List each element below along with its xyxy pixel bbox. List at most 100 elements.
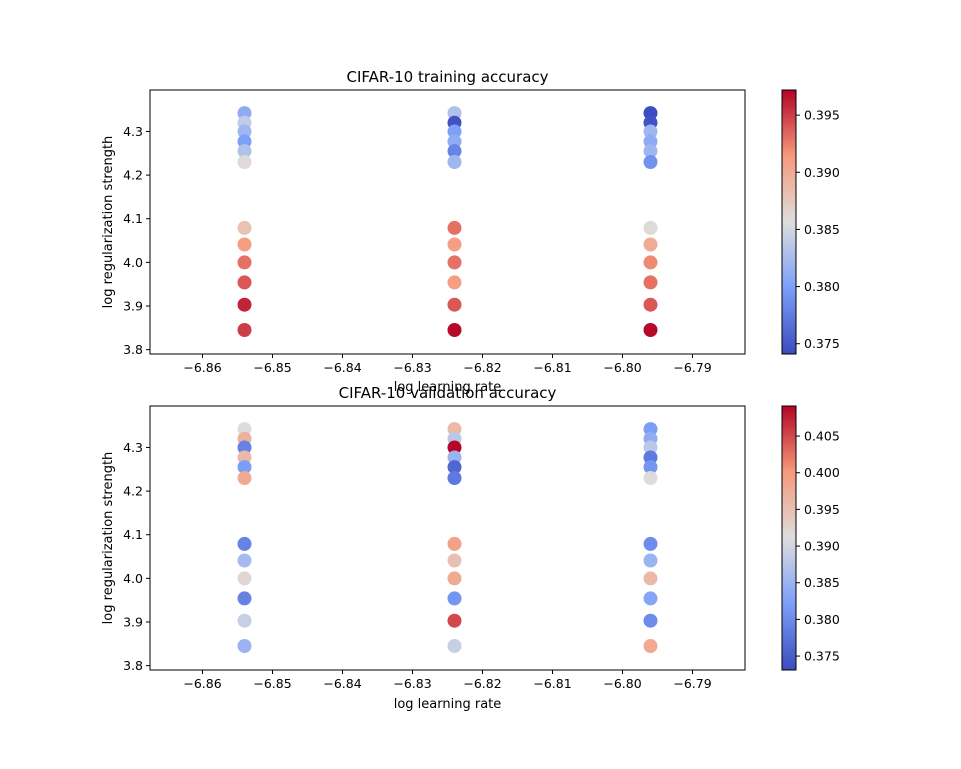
x-axis-ticks: −6.86 −6.85 −6.84 −6.83 −6.82 −6.81 −6.80 −6.79 bbox=[183, 354, 712, 375]
data-point bbox=[447, 553, 462, 568]
x-tick-label: −6.79 bbox=[673, 676, 711, 691]
data-point bbox=[643, 297, 658, 312]
data-point bbox=[447, 613, 462, 628]
data-point bbox=[643, 106, 658, 121]
colorbar: 0.375 0.380 0.385 0.390 0.395 bbox=[781, 89, 840, 355]
data-point bbox=[643, 460, 658, 475]
y-tick-label: 3.8 bbox=[123, 658, 143, 673]
data-point bbox=[643, 639, 658, 653]
colorbar-tick-label: 0.400 bbox=[804, 465, 840, 480]
data-point bbox=[447, 323, 462, 337]
y-axis-label: log regularization strength bbox=[101, 452, 116, 625]
data-point bbox=[643, 536, 658, 551]
data-point bbox=[237, 536, 252, 551]
x-tick-label: −6.80 bbox=[603, 360, 641, 375]
x-tick-label: −6.80 bbox=[603, 676, 641, 691]
colorbar-ticks: 0.375 0.380 0.385 0.390 0.395 0.400 0.405 bbox=[796, 429, 840, 664]
colorbar-tick-label: 0.390 bbox=[804, 165, 840, 180]
chart-title: CIFAR-10 validation accuracy bbox=[339, 384, 557, 402]
axes-frame bbox=[149, 89, 746, 355]
x-tick-label: −6.86 bbox=[183, 676, 221, 691]
data-point bbox=[447, 639, 462, 653]
y-axis-ticks: 3.8 3.9 4.0 4.1 4.2 4.3 bbox=[123, 124, 150, 357]
data-point bbox=[237, 553, 252, 568]
colorbar-tick-label: 0.380 bbox=[804, 612, 840, 627]
data-point bbox=[447, 275, 462, 290]
colorbar-tick-label: 0.375 bbox=[804, 336, 840, 351]
data-point bbox=[447, 460, 462, 475]
data-point bbox=[447, 297, 462, 312]
data-point bbox=[237, 237, 252, 252]
data-point bbox=[643, 571, 658, 586]
data-point bbox=[447, 124, 462, 139]
data-point bbox=[237, 450, 252, 465]
colorbar-ticks: 0.375 0.380 0.385 0.390 0.395 bbox=[796, 108, 840, 351]
colorbar-tick-label: 0.390 bbox=[804, 539, 840, 554]
x-tick-label: −6.82 bbox=[463, 360, 501, 375]
data-point bbox=[643, 323, 658, 337]
data-point bbox=[447, 471, 462, 485]
data-point bbox=[643, 450, 658, 465]
y-tick-label: 4.0 bbox=[123, 255, 143, 270]
colorbar-tick-label: 0.380 bbox=[804, 279, 840, 294]
axes-frame bbox=[149, 405, 746, 671]
colorbar-tick-label: 0.385 bbox=[804, 575, 840, 590]
data-point bbox=[643, 155, 658, 169]
data-point bbox=[447, 536, 462, 551]
data-point bbox=[643, 124, 658, 139]
data-point bbox=[447, 237, 462, 252]
x-axis-ticks: −6.86 −6.85 −6.84 −6.83 −6.82 −6.81 −6.80 −6.79 bbox=[183, 670, 712, 691]
data-point bbox=[237, 571, 252, 586]
y-tick-label: 4.2 bbox=[123, 484, 143, 499]
data-point bbox=[237, 460, 252, 475]
data-point bbox=[447, 220, 462, 235]
data-point bbox=[447, 571, 462, 586]
colorbar-tick-label: 0.385 bbox=[804, 222, 840, 237]
data-point bbox=[447, 255, 462, 270]
data-point bbox=[447, 106, 462, 121]
plot-area bbox=[237, 106, 658, 337]
data-point bbox=[237, 471, 252, 485]
data-point bbox=[643, 237, 658, 252]
data-point bbox=[237, 297, 252, 312]
data-point bbox=[643, 440, 658, 455]
x-axis-label: log learning rate bbox=[394, 697, 502, 712]
x-tick-label: −6.83 bbox=[393, 360, 431, 375]
y-tick-label: 4.1 bbox=[123, 527, 143, 542]
data-point bbox=[237, 220, 252, 235]
data-point bbox=[237, 639, 252, 653]
y-tick-label: 3.9 bbox=[123, 299, 143, 314]
x-tick-label: −6.81 bbox=[533, 676, 571, 691]
data-point bbox=[237, 323, 252, 337]
data-point bbox=[447, 591, 462, 606]
data-point bbox=[237, 440, 252, 455]
y-tick-label: 4.1 bbox=[123, 211, 143, 226]
x-axis-label: log learning rate bbox=[394, 380, 502, 395]
colorbar-gradient bbox=[781, 405, 797, 671]
data-point bbox=[447, 134, 462, 149]
x-tick-label: −6.86 bbox=[183, 360, 221, 375]
colorbar-tick-label: 0.375 bbox=[804, 649, 840, 664]
data-point bbox=[643, 591, 658, 606]
y-axis-label: log regularization strength bbox=[101, 136, 116, 309]
data-point bbox=[237, 255, 252, 270]
data-point bbox=[643, 422, 658, 437]
x-tick-label: −6.82 bbox=[463, 676, 501, 691]
y-tick-label: 4.3 bbox=[123, 440, 143, 455]
data-point bbox=[643, 255, 658, 270]
data-point bbox=[643, 220, 658, 235]
y-tick-label: 4.0 bbox=[123, 571, 143, 586]
colorbar-gradient bbox=[781, 89, 797, 355]
chart-title: CIFAR-10 training accuracy bbox=[346, 68, 548, 86]
x-tick-label: −6.79 bbox=[673, 360, 711, 375]
data-point bbox=[237, 422, 252, 437]
plot-area bbox=[237, 422, 658, 653]
data-point bbox=[447, 440, 462, 455]
data-point bbox=[237, 124, 252, 139]
x-tick-label: −6.84 bbox=[323, 676, 361, 691]
y-tick-label: 4.2 bbox=[123, 168, 143, 183]
data-point bbox=[237, 155, 252, 169]
data-point bbox=[643, 144, 658, 159]
y-axis-ticks: 3.8 3.9 4.0 4.1 4.2 4.3 bbox=[123, 440, 150, 673]
